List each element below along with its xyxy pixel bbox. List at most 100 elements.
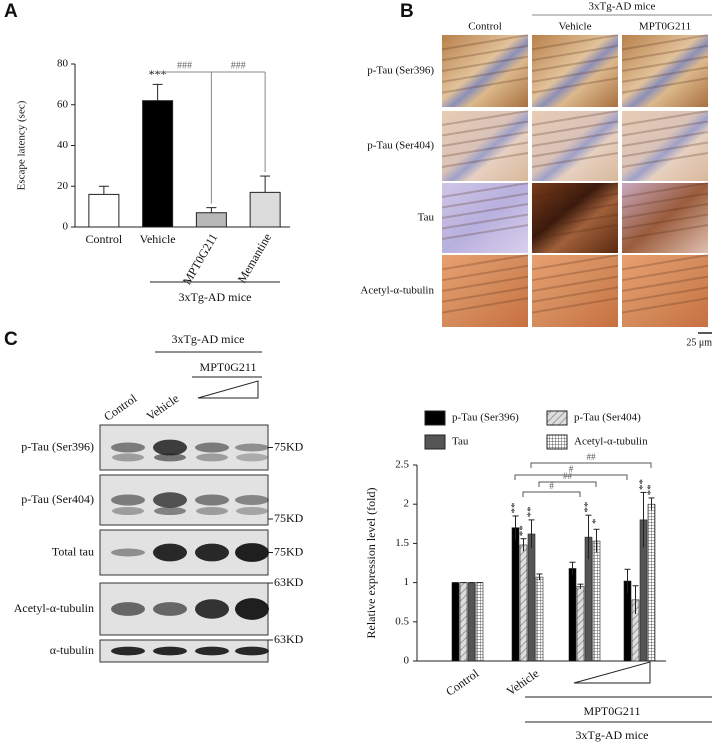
tissue-streak [621, 213, 709, 230]
x-tick-label: MPT0G211 [180, 231, 221, 287]
tissue-streak [621, 264, 709, 282]
legend-swatch [424, 410, 446, 426]
tissue-streak [531, 55, 619, 72]
panel-label: A [4, 1, 18, 22]
y-tick-label: 0 [404, 655, 410, 667]
band [195, 494, 229, 506]
tissue-streak [441, 152, 529, 168]
tissue-streak [621, 66, 709, 83]
x-tick-label: Vehicle [504, 666, 542, 698]
tissue-streak [441, 203, 529, 219]
group-label: 3xTg-AD mice [589, 1, 656, 13]
comparison-label: ### [231, 60, 246, 71]
bar [195, 212, 227, 228]
bar [511, 527, 520, 662]
micrograph [622, 111, 708, 181]
y-tick-label: 2 [404, 498, 410, 510]
drug-label: MPT0G211 [200, 360, 257, 374]
band [111, 494, 145, 506]
tissue-streak [531, 110, 619, 126]
tissue-streak [531, 224, 619, 240]
size-marker: 75KD [274, 439, 304, 453]
band [111, 548, 145, 557]
micrograph [532, 255, 618, 327]
tissue-streak [441, 141, 529, 158]
comparison-label: ### [177, 60, 192, 71]
size-marker: 75KD [274, 511, 304, 525]
bar [459, 582, 468, 662]
tissue-streak [441, 275, 529, 292]
row-label: p-Tau (Ser396) [367, 65, 434, 77]
bracket-label: ## [587, 452, 597, 462]
band [153, 646, 187, 656]
band [236, 507, 268, 515]
significance: ** [525, 506, 537, 517]
tissue-streak [621, 224, 709, 240]
tissue-streak [531, 77, 619, 94]
tissue-streak [621, 131, 709, 147]
lane-label: Control [101, 391, 140, 424]
band [196, 507, 228, 515]
legend-swatch [546, 410, 568, 426]
dose-wedge [573, 661, 651, 684]
tissue-streak [531, 297, 619, 314]
band [235, 543, 269, 562]
y-tick-label: 1.5 [395, 537, 409, 549]
legend-swatch [546, 434, 568, 450]
tissue-streak [621, 286, 709, 303]
tissue-streak [621, 55, 709, 72]
tissue-streak [621, 254, 709, 271]
row-label: α-tubulin [50, 643, 94, 657]
legend-label: p-Tau (Ser396) [452, 412, 519, 424]
y-tick-label: 0 [63, 221, 69, 233]
band [111, 442, 145, 453]
tissue-streak [441, 55, 529, 72]
bar [592, 540, 601, 662]
bar [467, 582, 476, 662]
size-marker: 63KD [274, 632, 304, 646]
micrograph [442, 255, 528, 327]
tissue-streak [621, 44, 709, 62]
band [195, 599, 229, 619]
x-tick-label: Control [443, 666, 482, 699]
x-tick-label: Control [86, 232, 123, 246]
bar [249, 191, 281, 228]
column-label: Vehicle [559, 21, 592, 33]
tissue-streak [531, 44, 619, 62]
significance: ** [582, 502, 594, 513]
tissue-streak [621, 120, 709, 137]
size-marker: 75KD [274, 544, 304, 558]
bar [527, 533, 536, 662]
tissue-streak [441, 213, 529, 230]
band [112, 507, 144, 515]
dose-wedge [197, 380, 259, 399]
band [153, 492, 187, 508]
group-label: 3xTg-AD mice [576, 728, 649, 742]
band [235, 495, 269, 505]
tissue-streak [441, 182, 529, 198]
tissue-streak [531, 275, 619, 292]
tissue-streak [621, 152, 709, 168]
tissue-streak [531, 34, 619, 51]
drug-label: MPT0G211 [584, 704, 641, 718]
bracket [514, 474, 628, 480]
band [195, 646, 229, 656]
bar [142, 100, 174, 228]
tissue-streak [621, 297, 709, 314]
bar [451, 582, 460, 662]
y-tick-label: 20 [57, 180, 69, 192]
band [153, 439, 187, 456]
bracket [538, 481, 597, 487]
tissue-streak [441, 224, 529, 240]
micrograph [442, 35, 528, 107]
tissue-streak [531, 66, 619, 83]
tissue-streak [621, 192, 709, 209]
band [236, 453, 268, 462]
micrograph [532, 111, 618, 181]
tissue-streak [621, 182, 709, 198]
tissue-streak [531, 254, 619, 271]
tissue-streak [621, 141, 709, 158]
tissue-streak [531, 203, 619, 219]
tissue-streak [531, 141, 619, 158]
significance: ** [645, 484, 657, 495]
